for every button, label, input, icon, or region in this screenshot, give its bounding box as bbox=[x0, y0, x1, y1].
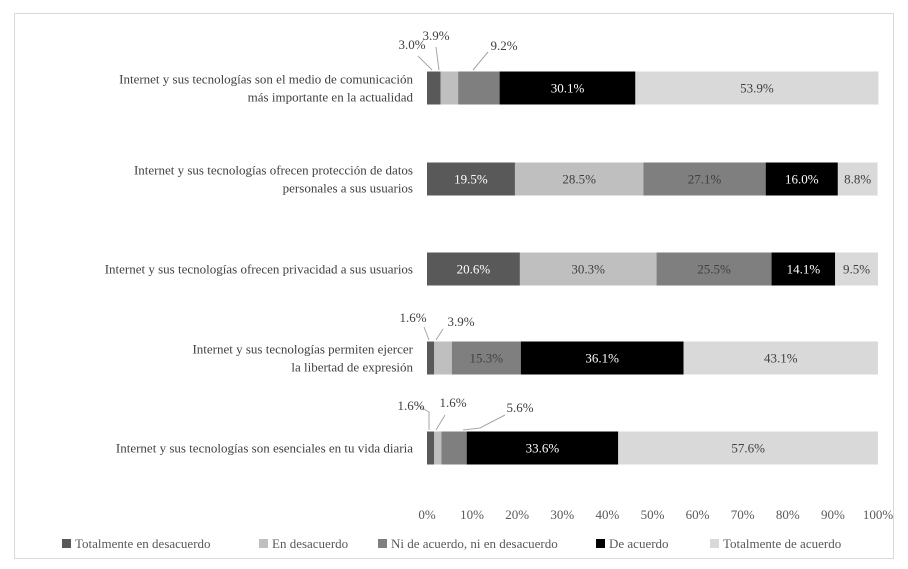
data-label: 20.6% bbox=[457, 262, 491, 277]
bar-segment bbox=[520, 341, 684, 375]
x-tick-label: 40% bbox=[595, 507, 619, 522]
bar-segment bbox=[440, 71, 459, 105]
x-tick-label: 50% bbox=[641, 507, 665, 522]
data-label: 27.1% bbox=[688, 172, 722, 187]
category-label: Internet y sus tecnologías son el medio … bbox=[119, 72, 413, 87]
bar-segment bbox=[466, 431, 619, 465]
category-labels: Internet y sus tecnologías son el medio … bbox=[105, 72, 414, 456]
callout-line bbox=[416, 404, 430, 430]
legend-label: Totalmente en desacuerdo bbox=[75, 536, 211, 551]
data-label: 14.1% bbox=[787, 262, 821, 277]
bar-segment bbox=[427, 71, 441, 105]
legend-swatch bbox=[596, 539, 605, 548]
callout-line bbox=[435, 46, 440, 71]
bar-segment bbox=[618, 431, 878, 465]
bar-segment bbox=[499, 71, 636, 105]
data-label: 30.1% bbox=[551, 81, 585, 96]
x-tick-label: 30% bbox=[550, 507, 574, 522]
bar-segment bbox=[837, 162, 878, 196]
data-label: 53.9% bbox=[740, 81, 774, 96]
bar-segment bbox=[427, 341, 435, 375]
category-label: la libertad de expresión bbox=[291, 360, 413, 375]
bar-segment bbox=[643, 162, 766, 196]
legend-label: Ni de acuerdo, ni en desacuerdo bbox=[391, 536, 558, 551]
x-tick-label: 90% bbox=[821, 507, 845, 522]
x-tick-label: 20% bbox=[505, 507, 529, 522]
data-label: 1.6% bbox=[399, 310, 426, 325]
callout-line bbox=[472, 51, 489, 71]
data-label: 57.6% bbox=[731, 441, 765, 456]
callout-line bbox=[435, 328, 444, 341]
category-label: más importante en la actualidad bbox=[248, 90, 414, 105]
callout-line bbox=[462, 414, 506, 431]
data-label: 3.9% bbox=[447, 314, 474, 329]
legend-swatch bbox=[259, 539, 268, 548]
x-tick-label: 100% bbox=[863, 507, 894, 522]
data-label: 5.6% bbox=[506, 400, 533, 415]
bar-segment bbox=[635, 71, 879, 105]
x-axis: 0% 10% 20% 30% 40% 50% 60% 70% 80% 90% 100% bbox=[418, 507, 893, 522]
bar-segment bbox=[514, 162, 644, 196]
bar-segment bbox=[458, 71, 500, 105]
bar-segments: 3.0%3.9%9.2%30.1% 53.9%19.5% 28.5% 27.1% 16.… bbox=[397, 28, 879, 465]
x-tick-label: 0% bbox=[418, 507, 436, 522]
category-label: Internet y sus tecnologías ofrecen prote… bbox=[134, 163, 413, 178]
legend-label: De acuerdo bbox=[609, 536, 669, 551]
data-label: 3.0% bbox=[398, 37, 425, 52]
bar-segment bbox=[434, 341, 452, 375]
callout-lines bbox=[416, 46, 506, 431]
x-tick-label: 60% bbox=[686, 507, 710, 522]
bar-segment bbox=[656, 252, 772, 286]
bar-segment bbox=[451, 341, 521, 375]
bar-segment bbox=[519, 252, 657, 286]
bar-segment bbox=[765, 162, 838, 196]
bar-segment bbox=[771, 252, 836, 286]
legend-swatch bbox=[378, 539, 387, 548]
data-label: 9.2% bbox=[490, 38, 517, 53]
x-tick-label: 10% bbox=[460, 507, 484, 522]
bar-segment bbox=[427, 252, 520, 286]
bar-segment bbox=[683, 341, 878, 375]
category-label: personales a sus usuarios bbox=[283, 181, 413, 196]
data-label: 33.6% bbox=[526, 441, 560, 456]
category-label: Internet y sus tecnologías son esenciale… bbox=[116, 441, 413, 456]
legend-swatch bbox=[710, 539, 719, 548]
x-tick-label: 70% bbox=[731, 507, 755, 522]
legend: Totalmente en desacuerdo En desacuerdo Ni … bbox=[62, 536, 841, 551]
callout-line bbox=[417, 55, 433, 71]
data-label: 1.6% bbox=[439, 395, 466, 410]
legend-label: En desacuerdo bbox=[272, 536, 348, 551]
legend-label: Totalmente de acuerdo bbox=[723, 536, 841, 551]
data-label: 15.3% bbox=[470, 351, 504, 366]
data-label: 1.6% bbox=[397, 398, 424, 413]
data-label: 9.5% bbox=[843, 262, 870, 277]
data-label: 25.5% bbox=[697, 262, 731, 277]
data-label: 28.5% bbox=[562, 172, 596, 187]
data-label: 16.0% bbox=[785, 172, 819, 187]
legend-swatch bbox=[62, 539, 71, 548]
callout-line bbox=[423, 326, 430, 341]
callout-line bbox=[435, 414, 446, 431]
data-label: 19.5% bbox=[454, 172, 488, 187]
data-label: 30.3% bbox=[571, 262, 605, 277]
bar-segment bbox=[434, 431, 442, 465]
bar-segment bbox=[427, 162, 515, 196]
bar-segment bbox=[835, 252, 878, 286]
x-tick-label: 80% bbox=[776, 507, 800, 522]
data-label: 43.1% bbox=[764, 351, 798, 366]
data-label: 8.8% bbox=[844, 172, 871, 187]
category-label: Internet y sus tecnologías ofrecen priva… bbox=[105, 262, 413, 277]
bar-segment bbox=[441, 431, 467, 465]
category-label: Internet y sus tecnologías permiten ejer… bbox=[192, 342, 413, 357]
data-label: 3.9% bbox=[422, 28, 449, 43]
bar-segment bbox=[427, 431, 435, 465]
data-label: 36.1% bbox=[585, 351, 619, 366]
